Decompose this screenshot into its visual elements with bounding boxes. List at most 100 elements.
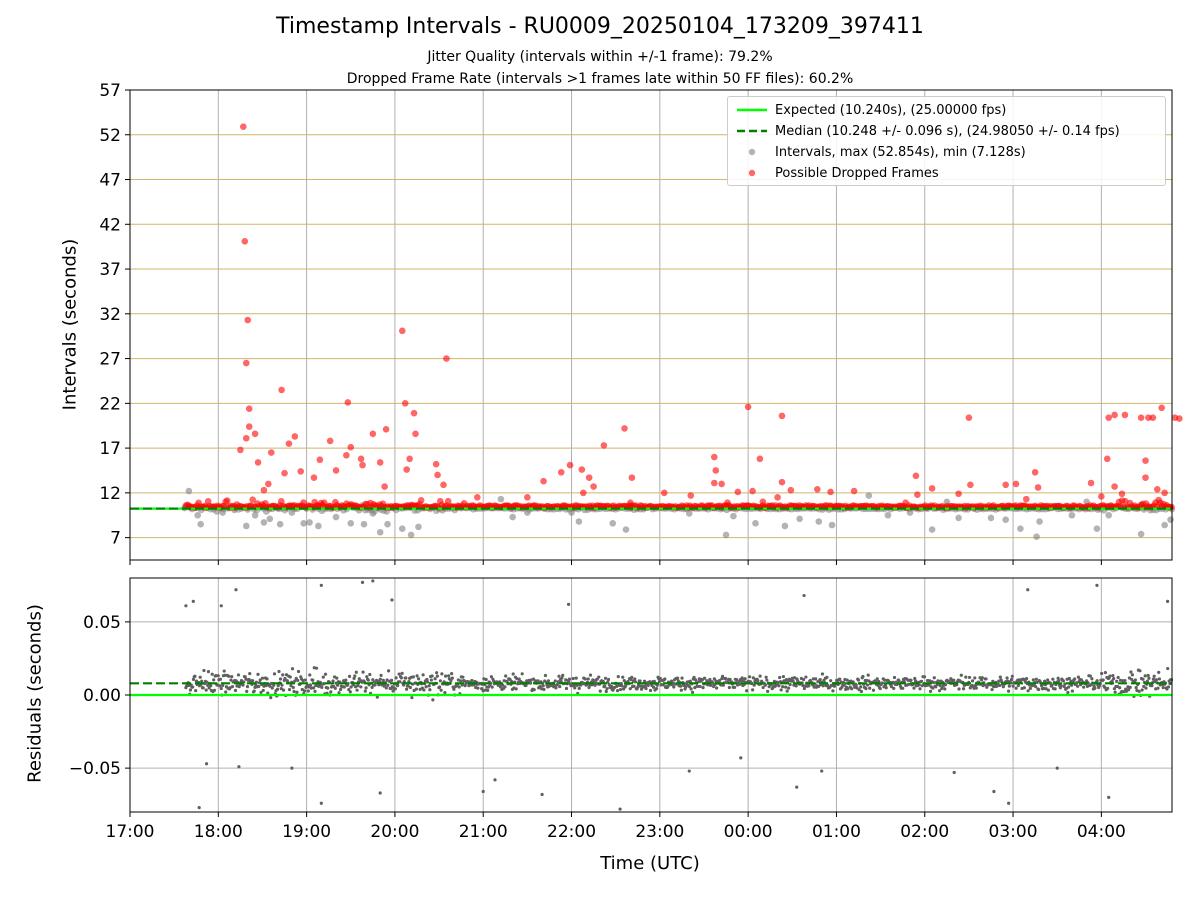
dropped-frame-subtitle: Dropped Frame Rate (intervals >1 frames … [346, 71, 854, 87]
residual-point [265, 677, 269, 681]
residual-point [907, 682, 911, 686]
residual-point [414, 687, 418, 691]
residual-point [429, 678, 433, 682]
residual-point [415, 674, 419, 678]
residual-point [517, 677, 521, 681]
residual-point [368, 672, 372, 677]
residual-point [577, 686, 581, 690]
dropped-frame-point [223, 497, 231, 504]
residual-point [970, 679, 975, 683]
residual-point [867, 679, 871, 683]
residual-point [311, 678, 315, 682]
residual-point [943, 687, 947, 691]
residual-point [651, 685, 656, 689]
residual-point [980, 676, 984, 680]
residual-point [1070, 683, 1074, 687]
residual-point [306, 689, 310, 693]
residual-point [486, 688, 490, 692]
residual-point [588, 673, 593, 677]
residual-point [364, 686, 368, 690]
residual-point [329, 690, 333, 694]
dropped-frame-point [579, 489, 587, 497]
residual-point [1123, 679, 1127, 683]
dropped-frame-point [254, 459, 262, 466]
residual-point [349, 685, 353, 689]
residual-point [880, 681, 885, 685]
residual-point [443, 690, 447, 695]
residual-point [854, 683, 858, 687]
interval-point [194, 511, 202, 519]
residual-point [1028, 686, 1032, 690]
residual-point [859, 685, 863, 689]
residual-point [223, 673, 227, 677]
bottom-y-axis-label: Residuals (seconds) [24, 604, 46, 783]
residual-point [260, 676, 265, 680]
residual-point [245, 689, 249, 693]
residual-point [1127, 688, 1131, 692]
residual-point [209, 684, 213, 688]
legend-item-expected: Expected (10.240s), (25.00000 fps) [728, 100, 1165, 120]
residual-point [357, 677, 361, 681]
residual-point [532, 688, 536, 692]
dropped-frame-point [1002, 481, 1009, 489]
legend-symbol-dropped [748, 169, 756, 177]
residual-point [212, 688, 217, 692]
residual-point [1066, 690, 1070, 695]
residual-point [303, 678, 307, 682]
top-y-tick-label: 42 [99, 215, 121, 235]
residual-point [379, 673, 383, 677]
residual-point [288, 675, 292, 679]
residual-point [1006, 689, 1011, 693]
residual-point [212, 678, 216, 682]
residual-point [701, 686, 705, 690]
dropped-frame-point [434, 471, 441, 479]
residual-point [1016, 683, 1020, 688]
residual-point [825, 675, 829, 679]
residual-point [365, 675, 369, 679]
residual-point [347, 674, 352, 679]
interval-point [722, 531, 730, 539]
residual-point [878, 686, 882, 691]
residual-point [857, 688, 861, 692]
residual-point [866, 673, 870, 677]
top-y-tick-label: 37 [99, 260, 121, 280]
top-y-tick-label: 7 [110, 529, 121, 549]
dropped-frame-point [566, 461, 574, 469]
interval-point [752, 519, 759, 527]
residual-point [1108, 674, 1112, 678]
residual-point [591, 678, 595, 682]
dropped-frame-point [440, 481, 447, 489]
residual-point [692, 675, 696, 680]
residual-point [605, 687, 609, 691]
residual-point [818, 678, 822, 682]
residual-point [689, 687, 693, 691]
dropped-frame-point [285, 440, 293, 447]
dropped-frame-point [965, 414, 973, 421]
residual-point [233, 688, 238, 693]
x-tick-label: 20:00 [370, 822, 419, 842]
dropped-frame-point [291, 433, 299, 440]
residual-point [850, 687, 854, 691]
residual-point [363, 689, 367, 693]
interval-point [955, 514, 962, 522]
residual-point [654, 686, 659, 691]
residual-point [700, 678, 704, 682]
residual-point [727, 685, 731, 690]
residual-point [450, 671, 454, 676]
residual-point [438, 679, 442, 683]
residual-point [481, 789, 485, 794]
residual-point [696, 684, 700, 689]
residual-point [655, 683, 659, 687]
residual-point [1053, 687, 1057, 691]
residual-point [1111, 673, 1115, 678]
residual-point [425, 677, 429, 682]
residual-point [279, 687, 283, 691]
residual-point [1157, 677, 1162, 681]
residual-point [352, 676, 356, 681]
dropped-frame-point [265, 480, 272, 488]
residual-point [932, 676, 936, 680]
residual-point [338, 687, 343, 692]
bottom-plot-points [130, 579, 1174, 811]
residual-point [275, 687, 280, 691]
